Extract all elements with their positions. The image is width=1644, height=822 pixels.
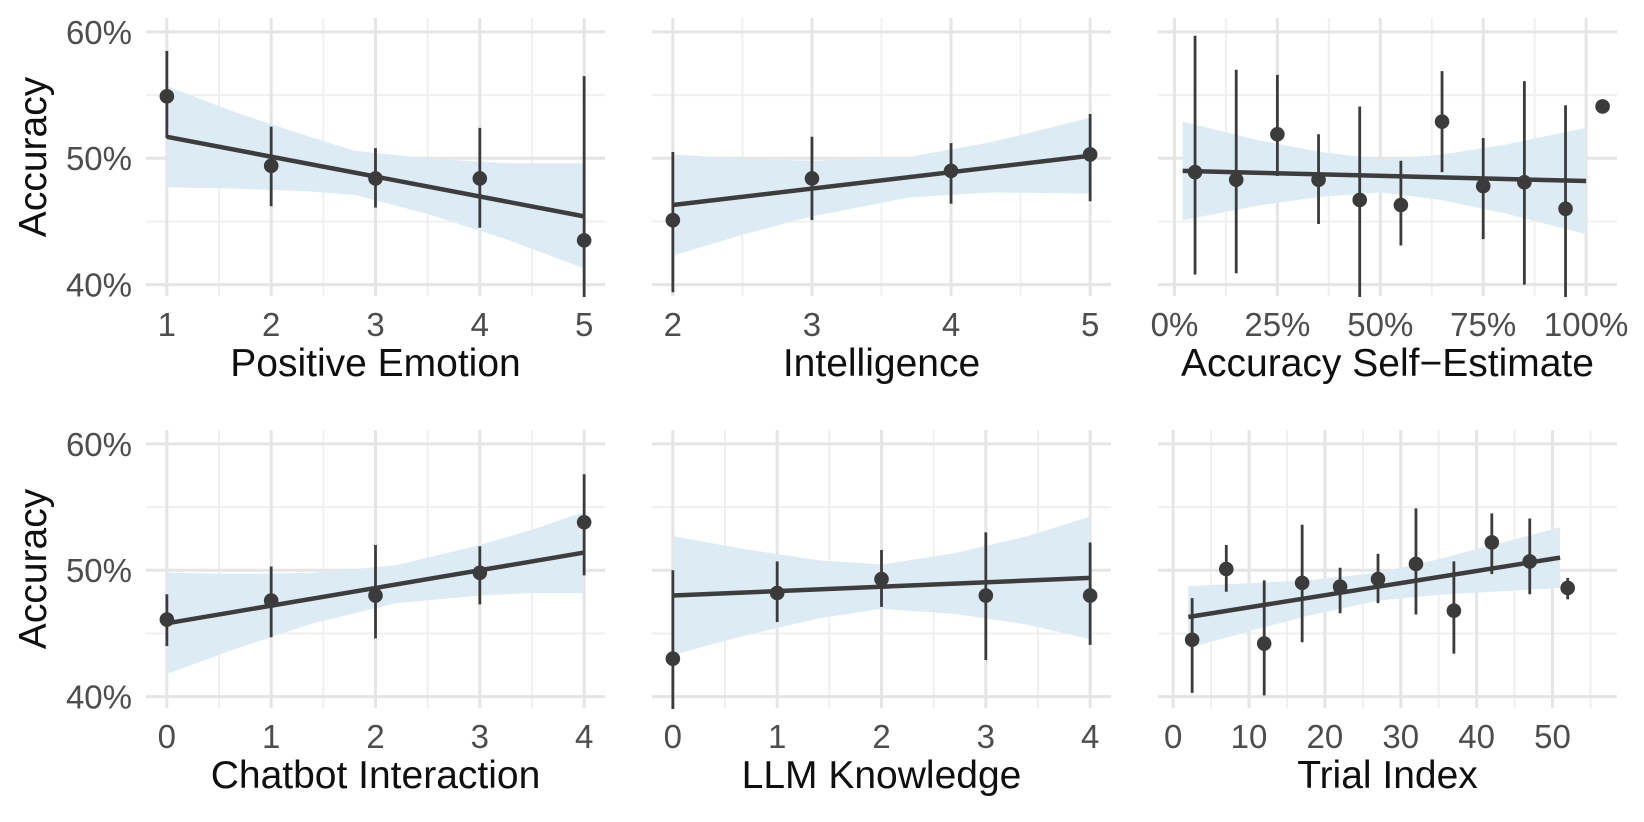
x-tick-label: 0 [664,718,682,755]
data-point [1352,192,1368,208]
data-point [1311,172,1326,188]
x-tick-label: 4 [471,306,489,343]
data-point [368,588,383,603]
data-point [665,651,681,667]
data-point [1434,114,1450,129]
x-axis-title-accuracy-self-estimate: Accuracy Self−Estimate [1181,342,1594,385]
panel-chatbot-interaction: 0 1 2 3 4 Chatbot Interaction [146,430,605,797]
data-point [1082,588,1098,603]
data-point [769,585,785,601]
data-point [1218,561,1234,577]
x-tick-label: 1 [768,718,786,755]
x-tick-label: 4 [942,306,960,343]
x-tick-label: 0 [158,718,176,755]
x-tick-label: 5 [1081,306,1099,343]
data-point [159,89,175,104]
x-axis-title-positive-emotion: Positive Emotion [230,342,520,385]
y-tick-label: 50% [66,140,132,177]
x-axis-title-llm-knowledge: LLM Knowledge [742,754,1022,797]
x-tick-label: 4 [575,718,593,755]
x-tick-label: 40 [1458,718,1495,755]
x-tick-label: 1 [262,718,280,755]
data-point [1270,126,1285,142]
x-tick-label: 25% [1244,306,1310,343]
data-point [1475,178,1491,194]
data-point [1446,603,1462,618]
x-tick-label: 2 [872,718,890,755]
x-tick-label: 2 [262,306,280,343]
trend-line [672,153,1091,208]
y-axis-row-0: 40% 50% 60% Accuracy [12,14,132,304]
x-tick-label: 3 [977,718,995,755]
x-tick-label: 50% [1347,306,1413,343]
x-tick-label: 75% [1450,306,1516,343]
x-tick-label: 3 [803,306,821,343]
data-point [1332,579,1348,594]
x-tick-label: 4 [1081,718,1099,755]
data-point [1370,571,1386,587]
data-point [665,212,681,228]
x-tick-label: 100% [1544,306,1628,343]
y-tick-label: 40% [66,267,132,304]
panel-positive-emotion: 1 2 3 4 5 Positive Emotion [146,18,605,385]
data-point [576,514,592,530]
data-point [943,163,959,179]
x-tick-label: 50 [1534,718,1571,755]
data-point [1393,197,1409,213]
data-point [472,565,488,581]
x-tick-label: 2 [366,718,384,755]
data-point [1558,201,1573,217]
data-point [804,171,820,186]
data-point [1228,172,1244,188]
panel-llm-knowledge: 0 1 2 3 4 LLM Knowledge [652,430,1111,797]
y-axis-title: Accuracy [12,488,55,649]
x-tick-label: 20 [1307,718,1344,755]
x-tick-label: 0% [1151,306,1199,343]
y-tick-label: 60% [66,426,132,463]
data-point [159,612,175,627]
data-point [472,171,488,186]
x-tick-label: 3 [366,306,384,343]
data-point [978,588,994,603]
x-axis-title-chatbot-interaction: Chatbot Interaction [211,754,541,797]
data-point [1484,535,1500,550]
y-tick-label: 60% [66,14,132,51]
data-point [1082,147,1098,162]
x-tick-label: 5 [575,306,593,343]
x-tick-label: 2 [664,306,682,343]
trend-line [1187,555,1561,620]
x-tick-label: 3 [471,718,489,755]
data-point [1522,554,1538,569]
data-point [263,158,279,174]
y-axis-row-1: 40% 50% 60% Accuracy [12,426,132,716]
panel-intelligence: 2 3 4 5 Intelligence [652,18,1111,385]
x-tick-label: 0 [1164,718,1182,755]
panel-trial-index: 0 10 20 30 40 50 Trial Index [1158,430,1617,797]
y-axis-title: Accuracy [12,76,55,237]
data-point [1560,580,1575,596]
data-point [1256,636,1272,651]
data-point [1184,632,1200,648]
x-tick-label: 1 [158,306,176,343]
confidence-ribbon [672,117,1091,256]
x-tick-label: 10 [1231,718,1268,755]
x-axis-title-trial-index: Trial Index [1297,754,1478,797]
data-point [1408,556,1424,572]
data-point [1187,164,1203,180]
data-point [368,171,383,186]
data-point [874,571,889,587]
data-point [1517,174,1532,190]
y-tick-label: 50% [66,552,132,589]
data-point [1294,575,1310,591]
data-point [576,233,592,248]
y-tick-label: 40% [66,679,132,716]
panel-accuracy-self-estimate: 0% 25% 50% 75% 100%Accuracy Self−Estimate [1151,18,1628,385]
x-tick-label: 30 [1382,718,1419,755]
data-point [263,593,279,608]
x-axis-title-intelligence: Intelligence [783,342,980,385]
data-point [1595,99,1610,114]
